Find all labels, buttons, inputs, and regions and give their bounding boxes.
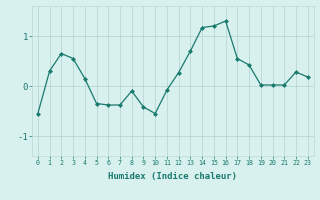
- X-axis label: Humidex (Indice chaleur): Humidex (Indice chaleur): [108, 172, 237, 181]
